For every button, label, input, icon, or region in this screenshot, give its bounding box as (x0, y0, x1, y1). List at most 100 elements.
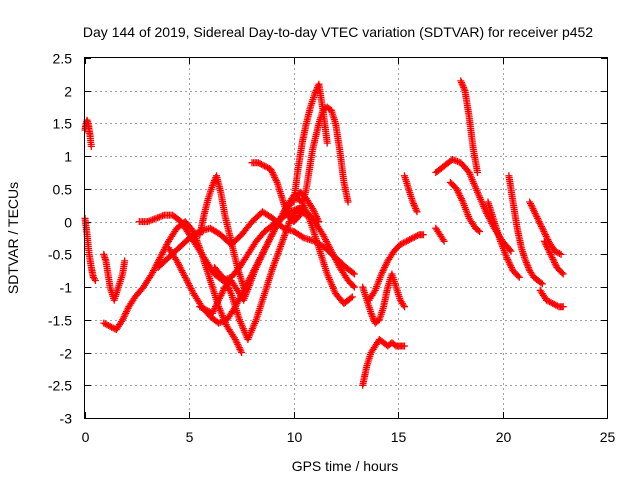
data-point (409, 234, 417, 242)
x-tick-label: 15 (391, 429, 407, 445)
data-point (209, 308, 217, 316)
data-point (534, 214, 542, 222)
series-t22 (505, 172, 546, 288)
data-point (557, 250, 565, 258)
data-point (515, 273, 523, 281)
data-point (267, 165, 275, 173)
data-point (543, 242, 551, 250)
data-point (202, 306, 210, 314)
data-point (320, 232, 328, 240)
data-point (255, 257, 263, 265)
data-point (236, 345, 244, 353)
data-point (460, 85, 468, 93)
x-axis-label: GPS time / hours (292, 458, 399, 474)
data-point (309, 206, 317, 214)
data-point (347, 294, 355, 302)
data-point (260, 247, 268, 255)
y-tick-label: -1 (60, 280, 73, 296)
data-point (504, 257, 512, 265)
data-point (541, 229, 549, 237)
data-point (401, 342, 408, 350)
data-point (552, 248, 560, 256)
data-point (553, 302, 561, 310)
data-point (401, 238, 409, 246)
series-t18 (432, 224, 448, 245)
data-point (534, 216, 542, 224)
series-t11 (248, 103, 352, 226)
data-point (378, 270, 385, 278)
series-t10 (211, 205, 310, 343)
data-point (532, 211, 540, 219)
data-point (219, 288, 226, 296)
data-point (530, 206, 538, 214)
data-point (272, 175, 279, 183)
y-tick-label: -2.5 (48, 378, 72, 394)
data-point (314, 216, 322, 224)
y-tick-label: 2 (64, 84, 72, 100)
y-tick-label: -0.5 (48, 247, 72, 263)
series-t12 (290, 80, 331, 206)
data-point (410, 201, 418, 209)
data-point (216, 293, 224, 301)
y-tick-label: 2.5 (53, 51, 73, 67)
data-point (549, 255, 557, 263)
x-tick-label: 20 (496, 429, 512, 445)
data-point (369, 314, 377, 322)
data-point (182, 275, 190, 283)
data-point (380, 265, 388, 273)
series-t15 (365, 231, 427, 304)
data-point (261, 162, 269, 170)
data-point (214, 298, 222, 306)
data-point (91, 277, 99, 284)
data-point (549, 300, 557, 307)
data-point (537, 279, 545, 287)
x-tick-label: 25 (600, 429, 616, 445)
data-point (120, 313, 128, 320)
data-point (238, 349, 246, 356)
data-point (255, 259, 263, 266)
series-t24 (536, 286, 567, 311)
y-tick-label: -2 (60, 346, 73, 362)
data-point (547, 252, 555, 260)
data-point (215, 295, 223, 302)
data-point (401, 303, 408, 311)
data-point (121, 311, 129, 319)
data-point (263, 241, 271, 248)
data-point (253, 262, 261, 270)
data-point (440, 237, 448, 245)
y-axis-label: SDTVAR / TECUs (5, 182, 21, 294)
data-point (271, 174, 279, 181)
plot-frame (84, 57, 608, 419)
series-t25 (540, 237, 567, 278)
data-point (235, 342, 242, 350)
data-point (526, 198, 534, 206)
data-point (269, 170, 277, 178)
data-point (108, 323, 116, 331)
data-point (173, 257, 181, 265)
x-tick-label: 0 (82, 429, 90, 445)
data-point (528, 203, 536, 211)
data-point (547, 250, 555, 258)
series-t4 (100, 250, 129, 304)
data-point (106, 322, 114, 330)
data-point (266, 234, 274, 242)
data-point (457, 193, 465, 201)
data-point (550, 300, 558, 308)
series-t13 (359, 336, 408, 389)
data-point (302, 211, 310, 219)
series-t14 (359, 270, 408, 327)
data-point (350, 270, 358, 278)
data-point (379, 267, 387, 275)
data-point (350, 283, 358, 291)
x-axis-ticks: 0 5 10 15 20 25 (82, 58, 616, 445)
data-point (208, 182, 216, 190)
data-point (398, 240, 406, 248)
y-tick-label: 1.5 (53, 116, 73, 132)
data-point (458, 196, 466, 204)
data-point (551, 260, 559, 268)
data-point (454, 188, 462, 196)
data-point (542, 296, 550, 304)
data-point (556, 250, 563, 257)
data-point (212, 301, 220, 309)
